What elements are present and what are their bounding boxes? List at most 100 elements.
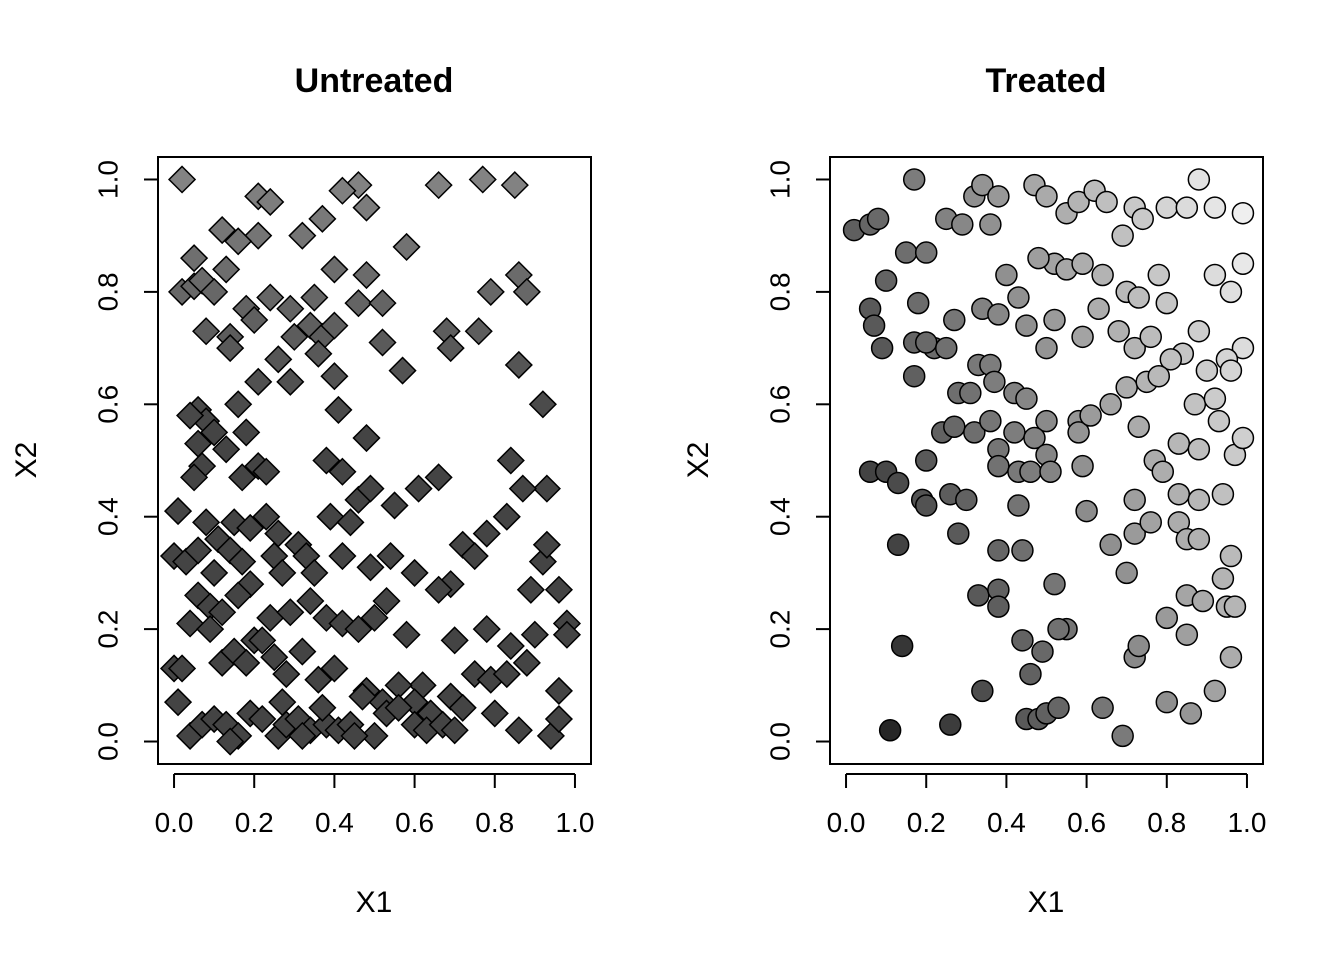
data-point	[356, 474, 385, 503]
data-point	[380, 491, 409, 520]
data-point	[1123, 336, 1146, 360]
data-point	[232, 648, 261, 677]
data-point	[288, 637, 317, 666]
data-point	[276, 598, 305, 627]
data-point	[987, 454, 1010, 478]
data-point	[388, 356, 417, 385]
data-point	[504, 716, 533, 745]
data-point	[200, 418, 229, 447]
data-point	[955, 488, 978, 512]
data-point	[1203, 387, 1227, 410]
data-point	[256, 283, 285, 312]
data-point	[336, 508, 365, 537]
data-point	[544, 704, 573, 734]
y-tick-label: 0.0	[765, 722, 796, 761]
data-point	[424, 171, 453, 200]
data-point	[1139, 511, 1162, 534]
data-point	[208, 598, 237, 627]
data-point	[1231, 201, 1255, 225]
y-tick-label: 0.0	[93, 722, 124, 761]
data-point	[971, 679, 994, 703]
data-point	[304, 339, 333, 368]
x-axis-label: X1	[1028, 886, 1065, 919]
data-point	[260, 643, 289, 672]
data-point	[1187, 527, 1211, 551]
data-point	[1211, 567, 1235, 590]
data-point	[392, 620, 421, 649]
data-point	[324, 395, 353, 424]
data-point	[476, 277, 505, 306]
data-point	[987, 595, 1010, 618]
data-point	[512, 648, 541, 677]
data-point	[328, 457, 357, 486]
data-point	[906, 291, 930, 315]
data-point	[440, 626, 469, 655]
data-point	[1207, 409, 1231, 433]
data-point	[914, 494, 938, 517]
data-point	[1031, 640, 1054, 663]
data-point	[436, 334, 465, 363]
data-point	[264, 345, 293, 374]
data-point	[320, 362, 349, 391]
data-point	[1023, 426, 1046, 450]
data-point	[276, 367, 305, 396]
data-point	[256, 603, 285, 632]
data-point	[1127, 286, 1150, 309]
data-point	[862, 314, 886, 337]
data-point	[1151, 460, 1175, 483]
data-point	[244, 221, 273, 250]
data-point	[368, 328, 397, 357]
data-point	[320, 654, 349, 683]
data-point	[914, 241, 938, 264]
points-layer	[159, 165, 582, 756]
data-point	[496, 631, 525, 661]
data-point	[1099, 393, 1122, 416]
data-point	[1019, 460, 1042, 483]
data-point	[1219, 544, 1243, 568]
data-point	[1155, 690, 1179, 714]
data-point	[1035, 409, 1058, 433]
data-point	[1067, 190, 1090, 214]
data-point	[874, 269, 898, 292]
y-tick-label: 1.0	[93, 160, 124, 199]
data-point	[1191, 589, 1215, 613]
data-point	[1231, 426, 1255, 450]
data-point	[340, 721, 369, 750]
data-point	[1147, 364, 1171, 388]
data-point	[1099, 533, 1122, 557]
data-point	[1147, 263, 1171, 287]
data-point	[216, 334, 245, 363]
data-point	[200, 558, 229, 587]
data-point	[1011, 539, 1034, 562]
data-point	[176, 609, 205, 638]
data-point	[544, 676, 573, 705]
chart-title: Treated	[986, 62, 1107, 100]
data-point	[1175, 623, 1199, 646]
data-point	[1011, 629, 1034, 652]
data-point	[1223, 595, 1247, 618]
data-point	[1155, 196, 1179, 219]
data-point	[500, 171, 529, 200]
data-point	[1155, 291, 1179, 315]
data-point	[344, 615, 373, 644]
data-point	[1115, 561, 1138, 585]
points-layer	[842, 168, 1255, 748]
data-point	[300, 558, 329, 587]
data-point	[943, 308, 966, 332]
data-point	[1231, 252, 1255, 276]
data-point	[1035, 185, 1058, 208]
data-point	[1087, 297, 1110, 320]
data-point	[308, 693, 337, 722]
data-point	[1203, 263, 1227, 287]
data-point	[508, 474, 537, 503]
data-point	[304, 665, 333, 694]
data-point	[902, 364, 926, 388]
data-point	[163, 497, 193, 526]
data-point	[1203, 679, 1227, 703]
data-point	[1111, 224, 1134, 247]
y-tick-label: 0.2	[93, 610, 124, 649]
data-point	[987, 185, 1010, 208]
data-point	[228, 463, 257, 492]
data-point	[176, 401, 205, 430]
